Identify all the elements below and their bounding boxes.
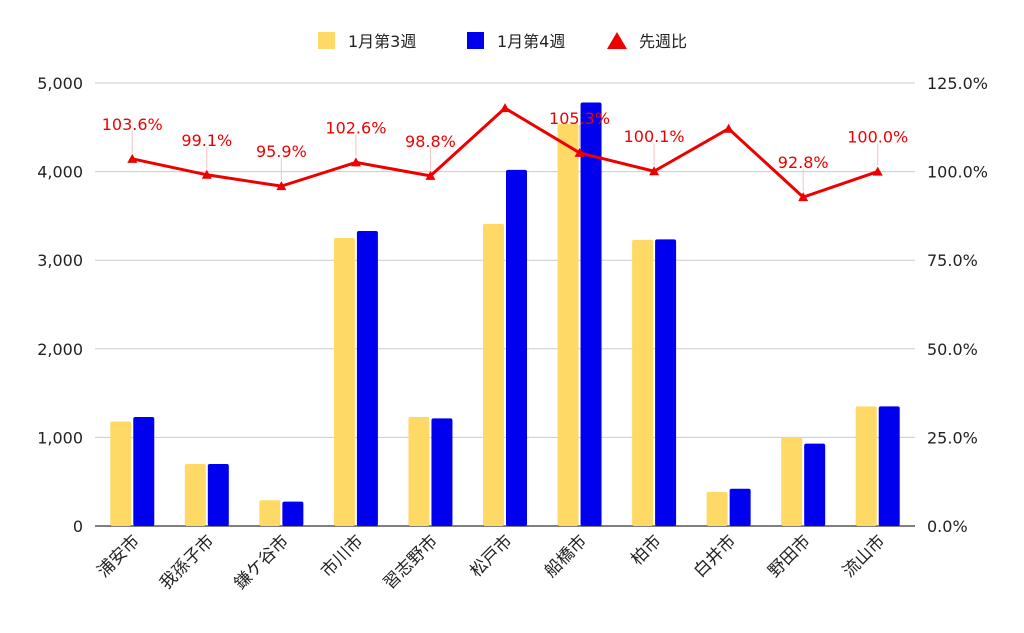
x-tick-label: 白井市	[690, 531, 740, 581]
bar-series-1	[483, 223, 504, 526]
y-left-tick-label: 2,000	[37, 340, 83, 359]
line-point	[798, 192, 809, 202]
legend-label-series-3: 先週比	[639, 32, 687, 51]
bar-series-1	[706, 491, 728, 526]
line-point	[649, 166, 660, 176]
bar-series-2	[878, 406, 900, 526]
x-tick-label: 習志野市	[380, 531, 442, 593]
x-tick-label: 流山市	[839, 531, 889, 581]
left-axis: 0 1,000 2,000 3,000 4,000 5,000	[37, 74, 83, 536]
legend: 1月第3週 1月第4週 先週比	[318, 32, 687, 51]
bar-series-1	[259, 500, 281, 526]
legend-label-series-2: 1月第4週	[497, 32, 565, 51]
y-right-tick-label: 0.0%	[927, 517, 968, 536]
y-right-tick-label: 75.0%	[927, 251, 978, 270]
line-point	[574, 147, 585, 157]
bar-series-2	[655, 239, 677, 526]
bar-series-1	[557, 123, 579, 527]
x-tick-label: 松戸市	[466, 531, 516, 581]
data-label: 98.8%	[405, 132, 456, 151]
bar-series-1	[333, 238, 355, 527]
line-point	[276, 181, 287, 191]
bar-series-1	[632, 239, 654, 526]
x-tick-label: 鎌ケ谷市	[231, 531, 293, 593]
bar-series-2	[282, 501, 304, 526]
bar-series-2	[133, 417, 155, 526]
bars-layer	[110, 102, 900, 527]
data-label: 100.1%	[624, 127, 685, 146]
labels-layer: 103.6% 99.1% 95.9% 102.6% 98.8% 105.3% 100.1% 9…	[102, 109, 908, 192]
y-left-tick-label: 4,000	[37, 163, 83, 182]
bar-series-1	[408, 417, 430, 526]
data-label: 92.8%	[778, 153, 829, 172]
x-tick-label: 我孫子市	[156, 531, 218, 593]
data-label: 95.9%	[256, 142, 307, 161]
legend-swatch-series-2	[467, 32, 484, 49]
line-point	[425, 170, 436, 180]
x-tick-label: 船橋市	[541, 531, 591, 581]
line-point	[201, 169, 212, 179]
bar-series-2	[729, 488, 751, 526]
y-right-tick-label: 25.0%	[927, 428, 978, 447]
y-left-tick-label: 3,000	[37, 251, 83, 270]
y-left-tick-label: 0	[73, 517, 83, 536]
bar-series-2	[580, 102, 602, 526]
line-point	[872, 166, 883, 176]
x-tick-label: 浦安市	[94, 531, 144, 581]
x-tick-label: 野田市	[765, 531, 815, 581]
data-label: 103.6%	[102, 115, 163, 134]
legend-triangle-icon	[607, 32, 627, 49]
right-axis: 0.0% 25.0% 50.0% 75.0% 100.0% 125.0%	[927, 74, 988, 536]
bar-series-2	[207, 463, 229, 526]
line-point	[350, 157, 361, 167]
y-left-tick-label: 5,000	[37, 74, 83, 93]
bar-series-1	[110, 421, 132, 526]
data-label: 99.1%	[181, 131, 232, 150]
series-line	[131, 106, 879, 199]
legend-swatch-series-1	[318, 32, 335, 49]
data-label: 100.0%	[847, 128, 908, 147]
y-right-tick-label: 125.0%	[927, 74, 988, 93]
category-axis: 浦安市 我孫子市 鎌ケ谷市 市川市 習志野市 松戸市 船橋市 柏市 白井市 野田市 流山市	[94, 531, 890, 593]
data-label: 105.3%	[549, 109, 610, 128]
bar-series-2	[804, 443, 826, 526]
line-point	[500, 103, 510, 113]
y-right-tick-label: 100.0%	[927, 163, 988, 182]
grid-layer	[95, 82, 915, 527]
line-layer	[127, 103, 883, 202]
bar-series-2	[431, 418, 453, 526]
bar-series-1	[781, 436, 803, 526]
data-label: 102.6%	[325, 118, 386, 137]
bar-series-2	[356, 230, 378, 526]
x-tick-label: 柏市	[627, 531, 665, 569]
bar-series-1	[855, 406, 877, 526]
bar-series-2	[506, 169, 527, 526]
line-point	[127, 153, 138, 163]
bar-series-1	[184, 463, 206, 526]
y-left-tick-label: 1,000	[37, 428, 83, 447]
y-right-tick-label: 50.0%	[927, 340, 978, 359]
legend-label-series-1: 1月第3週	[348, 32, 416, 51]
x-tick-label: 市川市	[317, 531, 367, 581]
line-point	[723, 123, 734, 133]
